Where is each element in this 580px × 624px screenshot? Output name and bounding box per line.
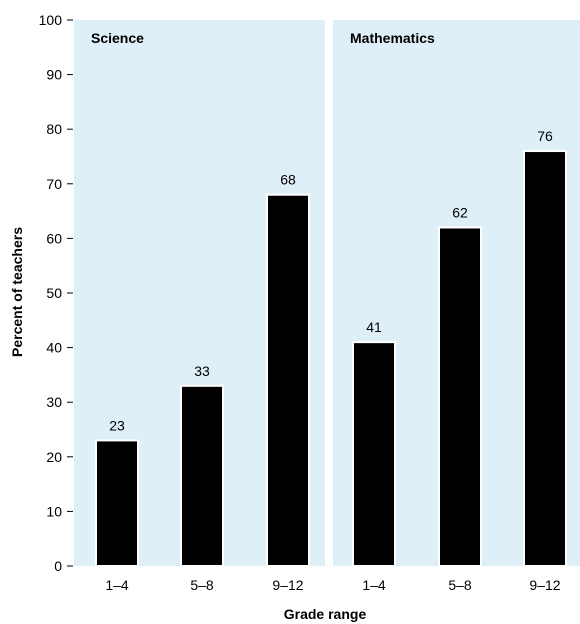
bar (266, 193, 310, 567)
y-tick-label: 10 (46, 503, 62, 519)
y-tick-label: 90 (46, 67, 62, 83)
bar (95, 439, 139, 568)
y-tick-label: 100 (39, 12, 63, 28)
y-axis-title: Percent of teachers (9, 227, 25, 357)
bar (352, 341, 396, 568)
y-axis-ticks: 0 10 20 30 40 50 60 70 80 90 100 (39, 12, 73, 574)
data-label: 41 (366, 319, 382, 335)
x-tick-label: 5–8 (448, 577, 472, 593)
data-label: 76 (537, 128, 553, 144)
x-tick-label: 9–12 (272, 577, 303, 593)
panel-science: Science 23 33 68 (74, 20, 325, 568)
panels-layer: Science 23 33 68 Mathematics 41 62 76 (74, 20, 580, 568)
y-tick-label: 50 (46, 285, 62, 301)
x-axis-ticks: 1–4 5–8 9–12 1–4 5–8 9–12 (105, 577, 560, 593)
data-label: 62 (452, 204, 468, 220)
panel-title: Science (91, 30, 144, 46)
panel-title: Mathematics (350, 30, 435, 46)
y-tick-label: 0 (54, 558, 62, 574)
y-tick-label: 60 (46, 230, 62, 246)
y-tick-label: 40 (46, 340, 62, 356)
bar (523, 150, 567, 567)
x-tick-label: 1–4 (105, 577, 129, 593)
data-label: 33 (194, 363, 210, 379)
y-tick-label: 80 (46, 121, 62, 137)
x-tick-label: 5–8 (190, 577, 214, 593)
bar (180, 384, 224, 567)
y-tick-label: 20 (46, 449, 62, 465)
x-tick-label: 9–12 (529, 577, 560, 593)
data-label: 68 (280, 172, 296, 188)
x-tick-label: 1–4 (362, 577, 386, 593)
bar (438, 226, 482, 567)
x-axis-title: Grade range (284, 606, 367, 622)
y-tick-label: 30 (46, 394, 62, 410)
data-label: 23 (109, 417, 125, 433)
panel-mathematics: Mathematics 41 62 76 (333, 20, 580, 568)
y-tick-label: 70 (46, 176, 62, 192)
